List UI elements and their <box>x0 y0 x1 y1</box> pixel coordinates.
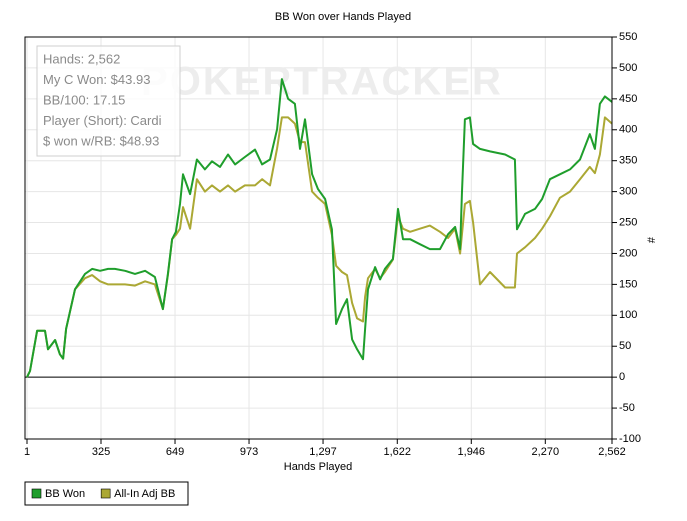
y-tick-label: 50 <box>619 340 631 352</box>
y-tick-label: 400 <box>619 124 637 136</box>
legend-swatch <box>100 488 111 499</box>
watermark: POKERTRACKER <box>141 60 503 104</box>
series-line <box>26 78 613 378</box>
chart-title: BB Won over Hands Played <box>275 11 411 23</box>
series-line <box>26 116 613 378</box>
y-tick-label: -50 <box>619 402 635 414</box>
info-line: $ won w/RB: $48.93 <box>43 133 159 148</box>
legend-swatch <box>31 488 42 499</box>
y-tick-label: 0 <box>619 371 625 383</box>
x-tick-label: 1,297 <box>309 446 337 458</box>
info-line: My C Won: $43.93 <box>43 72 150 87</box>
y-tick-label: 150 <box>619 278 637 290</box>
info-line: Hands: 2,562 <box>43 51 120 66</box>
info-line: Player (Short): Cardi <box>43 113 162 128</box>
x-tick-label: 1,622 <box>384 446 412 458</box>
y-tick-label: 500 <box>619 62 637 74</box>
x-tick-label: 325 <box>92 446 110 458</box>
x-tick-label: 2,562 <box>598 446 626 458</box>
plot-frame <box>24 36 613 440</box>
x-tick-label: 1 <box>24 446 30 458</box>
x-axis-label: Hands Played <box>284 461 353 473</box>
y-axis-label: # <box>646 236 658 243</box>
x-tick-label: 2,270 <box>532 446 560 458</box>
legend-label: All-In Adj BB <box>114 488 175 500</box>
y-tick-label: 100 <box>619 309 637 321</box>
x-tick-label: 649 <box>166 446 184 458</box>
y-tick-label: 350 <box>619 155 637 167</box>
info-line: BB/100: 17.15 <box>43 92 125 107</box>
x-tick-label: 1,946 <box>458 446 486 458</box>
y-tick-label: 300 <box>619 186 637 198</box>
y-tick-label: -100 <box>619 433 641 445</box>
y-tick-label: 200 <box>619 247 637 259</box>
legend-label: BB Won <box>45 488 85 500</box>
y-tick-label: 450 <box>619 93 637 105</box>
y-tick-label: 250 <box>619 216 637 228</box>
info-box <box>36 45 181 157</box>
x-tick-label: 973 <box>240 446 258 458</box>
y-tick-label: 550 <box>619 31 637 43</box>
